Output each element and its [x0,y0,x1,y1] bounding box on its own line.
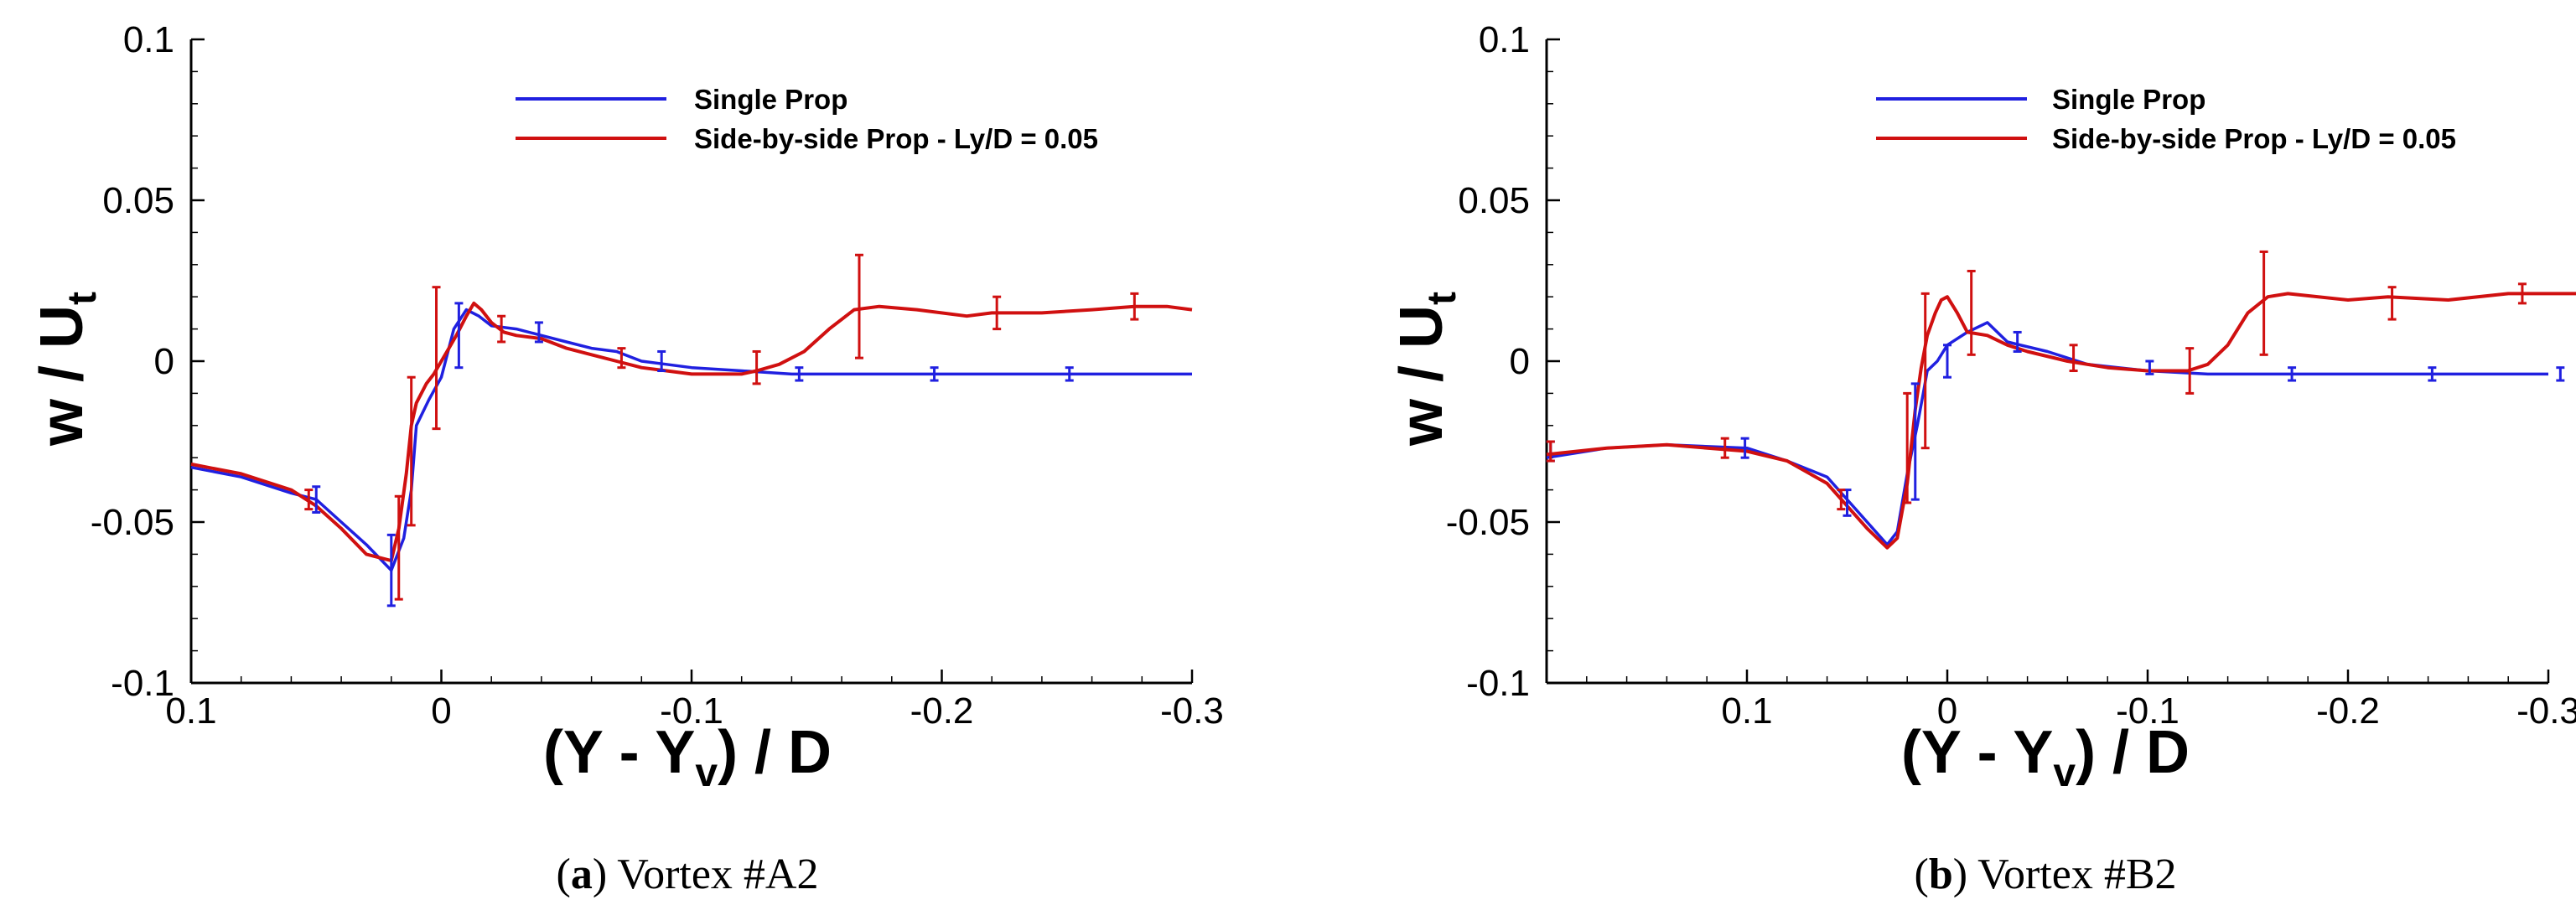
x-tick-label: 0 [1937,690,1957,732]
error-bar [657,349,666,373]
x-tick-label: 0.1 [165,690,216,732]
series-line-side-by-side [190,301,1193,563]
series-line-single-prop [190,308,1192,572]
error-bar [386,533,396,608]
caption-label: b [1929,851,1953,898]
y-tick-label: -0.05 [1446,502,1530,543]
error-bar [2259,250,2268,356]
error-bar [454,302,464,370]
error-bar [1546,440,1555,463]
error-bar [1967,269,1976,356]
y-axis-title-main: w / U [1388,305,1455,447]
error-bar [2517,282,2527,305]
x-tick-label: -0.2 [2316,690,2380,732]
y-axis-title-sub: t [60,292,105,305]
y-tick-labels: -0.1 -0.05 0 0.05 0.1 [1446,19,1530,704]
x-tick-label: 0 [431,690,451,732]
error-bar [304,489,314,511]
error-bar [394,494,403,601]
error-bar [497,314,506,344]
error-bar [930,366,939,382]
error-bar [1130,292,1139,321]
error-bar [795,366,804,382]
caption-label: a [571,851,593,898]
error-bar [1837,489,1846,511]
panel-b: -0.1 -0.05 0 0.05 0.1 0.1 0 -0.1 -0.2 -0.3 Singl… [1388,19,2576,898]
y-tick-label: 0.1 [1479,19,1530,60]
caption: (b) Vortex #B2 [1914,851,2176,898]
caption-text: Vortex #B2 [1967,851,2176,898]
y-tick-label: 0.05 [102,180,174,221]
x-axis-title-tail: ) / D [718,719,832,786]
legend: Single Prop Side-by-side Prop - Ly/D = 0… [1876,84,2456,154]
error-bar [2013,330,2022,353]
error-bar [1065,366,1074,382]
x-tick-label: -0.3 [2516,690,2576,732]
caption-text: Vortex #A2 [607,851,818,898]
y-tick-label: 0 [154,341,174,382]
x-axis-title-main: (Y - Y [1901,719,2053,786]
error-bar [752,349,761,385]
error-bar [407,375,416,527]
error-bars [304,253,1139,608]
error-bar [2288,366,2297,382]
y-axis-title-sub: t [1420,292,1464,305]
error-bar [312,485,321,514]
error-bar [1943,344,1951,379]
error-bar [432,286,441,431]
x-axis-title-main: (Y - Y [543,719,695,786]
series-line-side-by-side [1546,292,2576,550]
error-bar [1740,437,1749,459]
y-axis-title: w / Ut [1388,292,1464,447]
x-tick-labels: 0.1 0 -0.1 -0.2 -0.3 [165,690,1224,732]
y-axis-title: w / Ut [29,292,105,447]
y-tick-labels: -0.1 -0.05 0 0.05 0.1 [91,19,174,704]
error-bar [854,253,863,359]
y-tick-label: -0.1 [111,663,174,704]
y-tick-label: 0.1 [123,19,174,60]
x-axis-title: (Y - Yv) / D [543,719,832,795]
error-bar [993,295,1002,331]
legend: Single Prop Side-by-side Prop - Ly/D = 0… [516,84,1098,154]
legend-label-single-prop: Single Prop [2052,84,2205,115]
error-bar [1903,391,1912,504]
error-bar [2069,344,2078,373]
error-bar [2556,366,2565,382]
error-bar [1920,292,1930,450]
legend-label-side-by-side: Side-by-side Prop - Ly/D = 0.05 [694,123,1098,154]
series-lines [190,301,1193,572]
x-axis-title-sub: v [695,751,718,795]
error-bar [1910,382,1920,501]
series-line-single-prop [1546,321,2548,546]
error-bar [2145,359,2154,375]
y-tick-label: 0.05 [1458,180,1530,221]
x-tick-label: -0.2 [910,690,974,732]
x-tick-label: 0.1 [1721,690,1772,732]
y-tick-label: -0.1 [1466,663,1530,704]
x-tick-label: -0.1 [2116,690,2179,732]
error-bar [534,321,543,344]
x-tick-labels: 0.1 0 -0.1 -0.2 -0.3 [1721,690,2576,732]
y-axis-title-main: w / U [29,305,96,447]
series-lines [1546,292,2576,550]
legend-label-single-prop: Single Prop [694,84,847,115]
x-axis-title-sub: v [2053,751,2076,795]
x-axis-title-tail: ) / D [2076,719,2190,786]
error-bar [2428,366,2437,382]
error-bars [1546,250,2565,517]
x-tick-label: -0.1 [660,690,723,732]
y-tick-label: -0.05 [91,502,174,543]
legend-label-side-by-side: Side-by-side Prop - Ly/D = 0.05 [2052,123,2456,154]
error-bar [617,347,626,370]
y-tick-label: 0 [1510,341,1530,382]
error-bar [2185,347,2195,395]
error-bar [2387,286,2397,321]
x-tick-label: -0.3 [1160,690,1224,732]
panel-a: -0.1 -0.05 0 0.05 0.1 0.1 0 -0.1 -0.2 -0.3 Singl… [29,19,1224,898]
tick-marks [189,38,1194,685]
caption: (a) Vortex #A2 [557,851,819,898]
error-bar [1720,437,1729,459]
x-axis-title: (Y - Yv) / D [1901,719,2190,795]
